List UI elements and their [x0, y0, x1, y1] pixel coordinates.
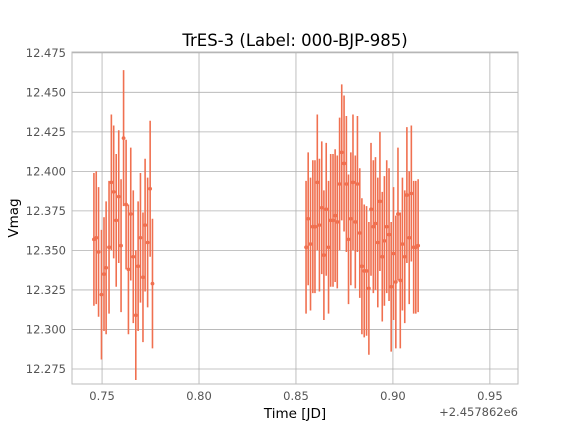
data-point — [124, 202, 129, 207]
plot-frame — [71, 51, 519, 385]
data-point — [138, 235, 143, 240]
data-point — [375, 240, 380, 245]
y-tick-label: 12.475 — [26, 46, 66, 60]
data-point — [391, 251, 396, 256]
data-point — [402, 254, 407, 259]
data-point — [119, 243, 123, 248]
data-point — [398, 278, 403, 283]
y-tick-label: 12.325 — [26, 283, 66, 297]
y-tick-labels: 12.275 12.300 12.325 12.350 12.375 12.400 12.4… — [26, 46, 66, 376]
data-point — [364, 269, 369, 273]
data-point — [102, 272, 106, 277]
data-point — [313, 224, 317, 229]
data-point — [371, 224, 376, 229]
data-point — [104, 265, 109, 270]
data-point — [324, 207, 329, 212]
data-point — [335, 220, 340, 224]
data-point — [121, 136, 126, 141]
data-point — [143, 223, 148, 228]
data-marks — [92, 70, 421, 381]
data-point — [366, 286, 371, 291]
data-point — [378, 199, 382, 204]
data-point — [355, 182, 360, 186]
data-point — [333, 213, 338, 218]
data-point — [145, 240, 150, 245]
data-point — [111, 190, 116, 194]
y-tick-label: 12.350 — [26, 243, 66, 257]
data-point — [407, 235, 412, 240]
data-point — [400, 242, 405, 246]
data-point — [360, 264, 364, 269]
data-point — [148, 186, 153, 191]
data-point — [326, 245, 331, 250]
data-point — [107, 245, 111, 250]
data-point — [337, 182, 342, 186]
x-tick-label: 0.85 — [283, 389, 309, 403]
x-tick-label: 0.75 — [89, 389, 115, 403]
data-point — [114, 218, 119, 223]
data-point — [342, 161, 346, 166]
data-point — [308, 242, 313, 246]
data-point — [389, 284, 394, 289]
data-point — [96, 250, 101, 254]
x-tick-labels: 0.75 0.80 0.85 0.90 0.95 — [89, 389, 502, 403]
x-tick-label: 0.90 — [380, 389, 406, 403]
data-point — [141, 275, 145, 280]
data-point — [126, 267, 131, 272]
y-tick-label: 12.375 — [26, 204, 66, 218]
data-point — [339, 150, 344, 155]
grid — [72, 52, 518, 384]
data-point — [331, 218, 335, 223]
data-point — [131, 254, 136, 259]
data-point — [321, 253, 326, 258]
data-point — [304, 245, 308, 250]
data-point — [416, 243, 421, 248]
data-point — [353, 220, 358, 224]
data-point — [351, 180, 355, 185]
data-point — [373, 221, 378, 226]
data-point — [94, 235, 99, 240]
data-point — [393, 280, 398, 284]
y-tick-label: 12.450 — [26, 85, 66, 99]
data-point — [306, 216, 311, 221]
data-point — [387, 232, 391, 237]
data-point — [99, 292, 104, 297]
data-point — [109, 180, 114, 185]
data-point — [317, 223, 322, 228]
y-tick-label: 12.400 — [26, 164, 66, 178]
data-point — [409, 191, 414, 196]
data-point — [150, 281, 155, 286]
x-tick-label: 0.80 — [186, 389, 212, 403]
y-tick-label: 12.300 — [26, 322, 66, 336]
data-point — [128, 212, 133, 216]
data-point — [380, 254, 385, 259]
data-point — [357, 231, 362, 235]
data-point — [116, 194, 121, 199]
data-point — [315, 180, 320, 185]
y-tick-label: 12.275 — [26, 362, 66, 376]
x-axis-label: Time [JD] — [263, 406, 326, 422]
data-point — [396, 212, 400, 216]
x-tick-label: 0.95 — [477, 389, 503, 403]
data-point — [346, 237, 351, 242]
y-tick-label: 12.425 — [26, 125, 66, 139]
data-point — [404, 193, 409, 197]
data-point — [136, 264, 141, 269]
chart-title: TrES-3 (Label: 000-BJP-985) — [181, 31, 407, 50]
data-point — [344, 182, 349, 186]
data-point — [384, 224, 389, 229]
x-offset-text: +2.457862e6 — [439, 405, 518, 419]
data-point — [319, 205, 324, 210]
data-point — [133, 313, 138, 318]
data-point — [382, 239, 387, 243]
data-point — [348, 216, 353, 221]
y-axis-label: Vmag — [6, 198, 22, 237]
data-point — [369, 207, 373, 212]
